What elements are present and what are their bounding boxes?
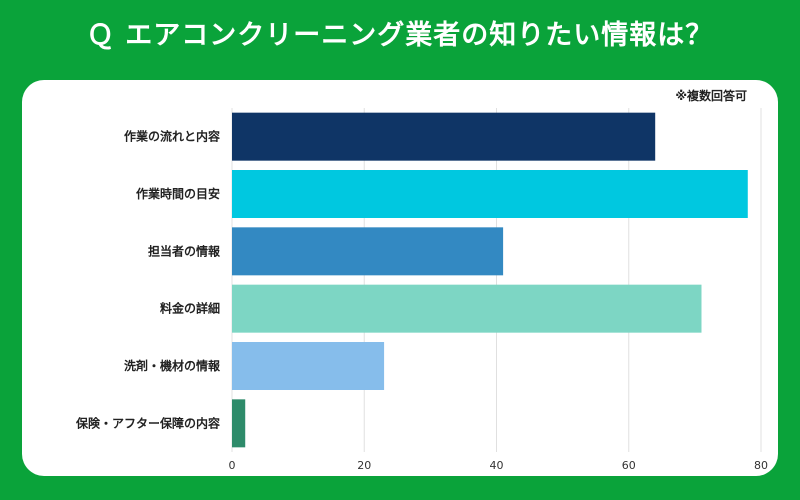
bar — [232, 342, 385, 390]
bar-chart: 作業の流れと内容作業時間の目安担当者の情報料金の詳細洗剤・機材の情報保険・アフタ… — [75, 88, 769, 472]
bar — [232, 112, 656, 161]
x-tick-label: 80 — [754, 459, 768, 472]
x-axis-ticks: 0 20 40 60 80 — [229, 459, 769, 472]
x-tick-label: 0 — [229, 459, 236, 472]
bar — [232, 227, 504, 276]
category-label: 洗剤・機材の情報 — [124, 358, 221, 373]
category-label: 担当者の情報 — [148, 243, 221, 258]
category-label: 保険・アフター保障の内容 — [75, 415, 220, 430]
category-label: 料金の詳細 — [160, 301, 220, 316]
bar — [232, 284, 702, 333]
chart-panel: 作業の流れと内容作業時間の目安担当者の情報料金の詳細洗剤・機材の情報保険・アフタ… — [22, 80, 778, 476]
chart-title: Ｑ エアコンクリーニング業者の知りたい情報は？ — [86, 20, 714, 51]
x-tick-label: 60 — [622, 459, 636, 472]
bar — [232, 399, 246, 448]
bar — [232, 170, 748, 218]
category-label: 作業時間の目安 — [136, 186, 220, 201]
grid-lines — [231, 108, 762, 452]
category-labels: 作業の流れと内容作業時間の目安担当者の情報料金の詳細洗剤・機材の情報保険・アフタ… — [75, 129, 221, 431]
category-label: 作業の流れと内容 — [124, 129, 220, 144]
x-tick-label: 40 — [490, 459, 504, 472]
multiple-answer-note: ※複数回答可 — [675, 88, 747, 103]
x-tick-label: 20 — [357, 459, 371, 472]
bars — [232, 112, 748, 448]
